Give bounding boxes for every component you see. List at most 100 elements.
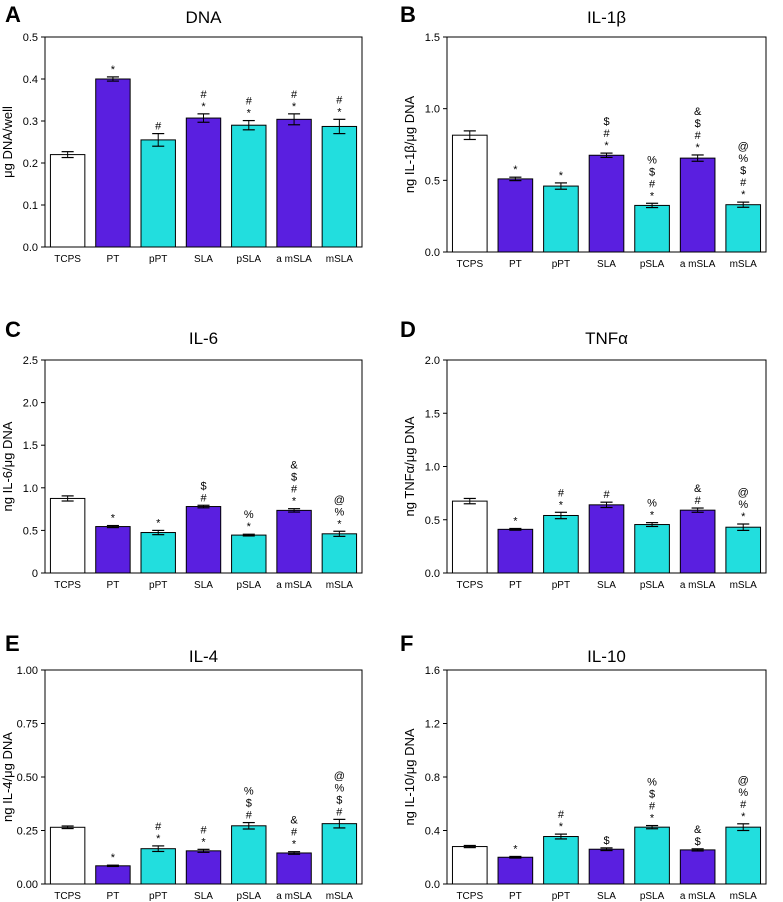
significance-mark: * bbox=[604, 140, 609, 152]
y-tick-label: 1.0 bbox=[425, 104, 440, 116]
x-tick-label: mSLA bbox=[730, 580, 758, 591]
significance-mark: $ bbox=[336, 794, 342, 806]
significance-mark: # bbox=[291, 484, 298, 496]
significance-mark: * bbox=[337, 106, 342, 118]
y-tick-label: 0.2 bbox=[23, 158, 38, 170]
bar-pt bbox=[95, 78, 131, 248]
x-tick-label: TCPS bbox=[54, 891, 81, 902]
significance-mark: * bbox=[247, 521, 252, 533]
significance-mark: $ bbox=[603, 835, 609, 847]
y-axis-label: ng IL-1β/μg DNA bbox=[402, 96, 417, 194]
significance-mark: * bbox=[650, 510, 655, 522]
significance-mark: # bbox=[291, 827, 298, 839]
significance-mark: # bbox=[246, 96, 253, 108]
significance-mark: * bbox=[111, 513, 116, 525]
significance-mark: # bbox=[336, 806, 343, 818]
y-tick-label: 1.0 bbox=[425, 462, 440, 474]
x-tick-label: a mSLA bbox=[680, 891, 716, 902]
significance-mark: # bbox=[291, 89, 298, 101]
x-tick-label: pPT bbox=[149, 254, 167, 265]
x-tick-label: PT bbox=[509, 891, 522, 902]
significance-mark: % bbox=[738, 153, 748, 165]
significance-mark: % bbox=[244, 509, 254, 521]
bar-a-msla bbox=[276, 852, 312, 885]
bar-tcps bbox=[451, 500, 488, 574]
significance-mark: & bbox=[694, 483, 702, 495]
y-tick-label: 1.00 bbox=[17, 665, 38, 677]
significance-mark: % bbox=[647, 154, 657, 166]
significance-mark: $ bbox=[740, 165, 746, 177]
chart-panel-b: B IL-1β ng IL-1β/μg DNA 0.0 0.5 1.0 1.5 TCPS PT *… bbox=[400, 2, 767, 270]
x-tick-label: pSLA bbox=[237, 254, 262, 265]
significance-mark: # bbox=[649, 178, 656, 190]
bar-a-msla bbox=[276, 118, 312, 248]
y-tick-label: 0.1 bbox=[23, 200, 38, 212]
x-tick-label: pPT bbox=[149, 891, 167, 902]
bar-tcps bbox=[451, 846, 488, 885]
chart-title: IL-6 bbox=[189, 329, 218, 348]
significance-mark: * bbox=[111, 64, 116, 76]
y-tick-label: 1.6 bbox=[425, 665, 440, 677]
x-tick-label: SLA bbox=[597, 891, 616, 902]
significance-mark: * bbox=[201, 101, 206, 113]
significance-mark: # bbox=[695, 495, 702, 507]
bar-a-msla bbox=[679, 849, 716, 885]
y-tick-label: 0.00 bbox=[17, 879, 38, 891]
bar-sla bbox=[185, 850, 222, 885]
significance-mark: * bbox=[156, 517, 161, 529]
x-tick-label: pSLA bbox=[237, 891, 262, 902]
bar-tcps bbox=[49, 826, 86, 885]
x-tick-label: TCPS bbox=[456, 259, 483, 270]
significance-mark: $ bbox=[200, 480, 206, 492]
chart-panel-f: F IL-10 ng IL-10/μg DNA 0.0 0.4 0.8 1.2 1.6 TCPS… bbox=[400, 631, 767, 902]
significance-mark: $ bbox=[603, 116, 609, 128]
significance-mark: @ bbox=[738, 141, 749, 153]
y-tick-label: 0.5 bbox=[425, 515, 440, 527]
significance-mark: * bbox=[337, 518, 342, 530]
chart-panel-e: E IL-4 ng IL-4/μg DNA 0.00 0.25 0.50 0.75 1.00 T… bbox=[0, 631, 363, 902]
x-tick-label: pSLA bbox=[640, 891, 665, 902]
significance-mark: * bbox=[247, 108, 252, 120]
bar-sla bbox=[588, 504, 625, 574]
bar-psla bbox=[231, 124, 267, 248]
significance-mark: % bbox=[334, 506, 344, 518]
significance-mark: # bbox=[740, 799, 747, 811]
significance-mark: * bbox=[513, 164, 518, 176]
significance-mark: $ bbox=[695, 836, 701, 848]
bar-a-msla bbox=[679, 157, 716, 253]
y-tick-label: 0.25 bbox=[17, 826, 38, 838]
panel-label: C bbox=[5, 317, 21, 342]
y-tick-label: 0 bbox=[32, 568, 38, 580]
x-tick-label: PT bbox=[509, 259, 522, 270]
significance-mark: * bbox=[201, 836, 206, 848]
y-tick-label: 0.0 bbox=[425, 879, 440, 891]
y-axis-label: ng IL-6/μg DNA bbox=[0, 421, 15, 511]
x-tick-label: SLA bbox=[597, 580, 616, 591]
significance-mark: @ bbox=[738, 775, 749, 787]
significance-mark: # bbox=[200, 824, 207, 836]
y-axis-label: ng IL-10/μg DNA bbox=[402, 728, 417, 825]
x-tick-label: a mSLA bbox=[680, 259, 716, 270]
y-tick-label: 0.5 bbox=[23, 525, 38, 537]
x-tick-label: mSLA bbox=[730, 891, 758, 902]
significance-mark: & bbox=[694, 106, 702, 118]
significance-mark: * bbox=[111, 852, 116, 864]
y-tick-label: 0.75 bbox=[17, 719, 38, 731]
bar-msla bbox=[321, 823, 358, 885]
x-tick-label: SLA bbox=[194, 580, 213, 591]
significance-mark: # bbox=[558, 809, 565, 821]
significance-mark: # bbox=[155, 121, 162, 133]
x-tick-label: pPT bbox=[552, 891, 570, 902]
x-tick-label: mSLA bbox=[326, 891, 354, 902]
panel-label: E bbox=[5, 631, 20, 656]
bar-pt bbox=[497, 856, 534, 885]
bar-msla bbox=[321, 533, 358, 574]
bar-pt bbox=[95, 526, 131, 574]
bar-pt bbox=[497, 178, 534, 253]
chart-title: IL-10 bbox=[587, 647, 626, 666]
significance-mark: # bbox=[200, 89, 207, 101]
significance-mark: & bbox=[290, 460, 298, 472]
y-tick-label: 0.5 bbox=[23, 32, 38, 44]
bar-tcps bbox=[49, 154, 86, 248]
significance-mark: @ bbox=[738, 487, 749, 499]
